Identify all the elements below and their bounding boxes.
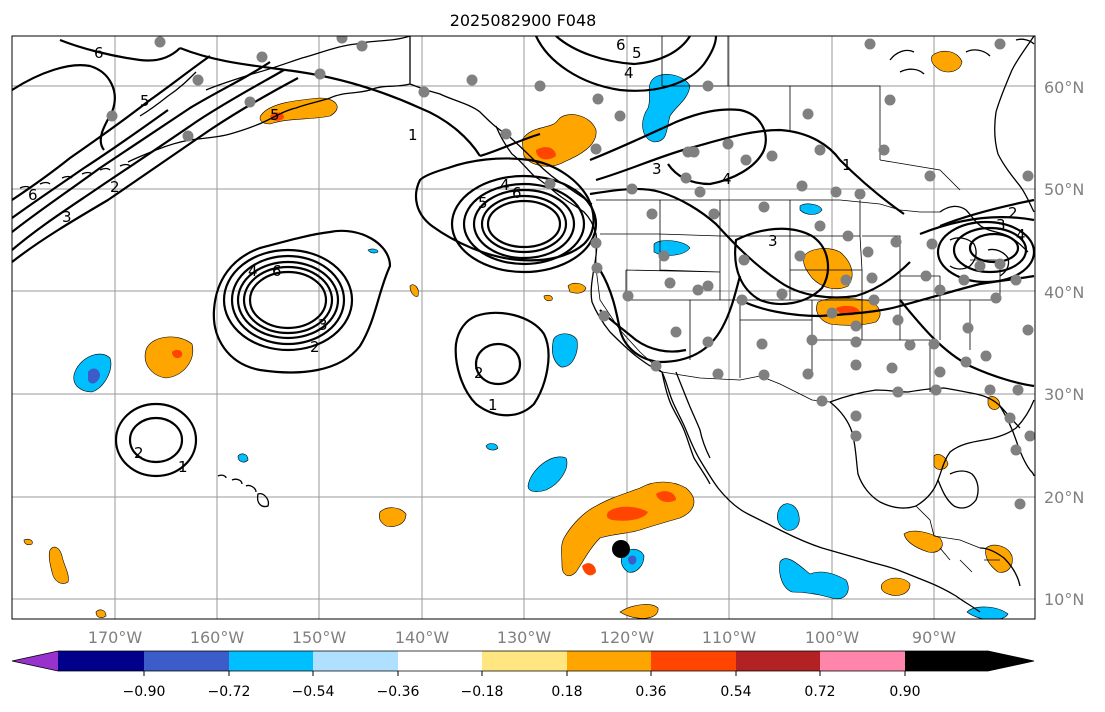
- svg-text:4: 4: [500, 176, 510, 194]
- svg-text:4: 4: [1016, 226, 1026, 244]
- colorbar-tick-label: 0.90: [889, 684, 920, 700]
- svg-text:5: 5: [632, 44, 642, 62]
- station-points: [106, 36, 1035, 510]
- svg-text:10°N: 10°N: [1044, 590, 1084, 609]
- colorbar-segment: [736, 651, 820, 671]
- svg-text:1: 1: [408, 126, 418, 144]
- svg-text:130°W: 130°W: [497, 628, 552, 647]
- colorbar-ticks: [143, 671, 906, 676]
- svg-text:1: 1: [178, 458, 188, 476]
- colorbar-tick-label: 0.72: [804, 684, 835, 700]
- colorbar-segment: [482, 651, 567, 671]
- svg-text:1: 1: [842, 156, 852, 174]
- svg-text:1: 1: [488, 396, 498, 414]
- svg-text:120°W: 120°W: [600, 628, 655, 647]
- map-title: 2025082900 F048: [450, 11, 597, 30]
- colorbar-extend-high: [905, 651, 1034, 671]
- colorbar-tick-label: 0.18: [551, 684, 582, 700]
- svg-text:5: 5: [478, 194, 488, 212]
- svg-text:20°N: 20°N: [1044, 488, 1084, 507]
- svg-text:2: 2: [474, 364, 484, 382]
- svg-text:6: 6: [512, 184, 522, 202]
- svg-text:50°N: 50°N: [1044, 180, 1084, 199]
- contour-labels: 6 5 2 3 6 5 1 5 4 6 4 6 3 2 1 2 2 1 6 5 …: [28, 36, 1026, 476]
- svg-text:90°W: 90°W: [912, 628, 956, 647]
- svg-text:3: 3: [652, 160, 662, 178]
- svg-text:2: 2: [134, 444, 144, 462]
- colorbar-tick-label: −0.72: [208, 684, 251, 700]
- svg-text:4: 4: [248, 262, 258, 280]
- svg-text:30°N: 30°N: [1044, 385, 1084, 404]
- svg-text:6: 6: [272, 262, 282, 280]
- colorbar-tick-label: −0.18: [461, 684, 504, 700]
- svg-text:60°N: 60°N: [1044, 78, 1084, 97]
- svg-text:100°W: 100°W: [805, 628, 860, 647]
- colorbar-tick-label: −0.54: [292, 684, 335, 700]
- colorbar-tick-label: 0.36: [635, 684, 666, 700]
- map-frame: [11, 35, 1036, 620]
- svg-text:150°W: 150°W: [292, 628, 347, 647]
- colorbar-segment: [820, 651, 905, 671]
- svg-text:3: 3: [768, 232, 778, 250]
- latitude-labels: 60°N 50°N 40°N 30°N 20°N 10°N: [1044, 78, 1084, 609]
- svg-text:110°W: 110°W: [702, 628, 757, 647]
- svg-text:2: 2: [1008, 204, 1018, 222]
- svg-text:5: 5: [140, 92, 150, 110]
- svg-text:4: 4: [722, 170, 732, 188]
- svg-text:6: 6: [94, 44, 104, 62]
- svg-text:4: 4: [624, 64, 634, 82]
- colorbar-tick-label: −0.36: [377, 684, 420, 700]
- svg-text:40°N: 40°N: [1044, 283, 1084, 302]
- center-point-marker: [612, 540, 630, 558]
- colorbar-segment: [144, 651, 229, 671]
- colorbar-segment: [313, 651, 398, 671]
- svg-text:2: 2: [310, 338, 320, 356]
- svg-text:6: 6: [28, 186, 38, 204]
- svg-text:5: 5: [270, 106, 280, 124]
- colorbar-segment: [567, 651, 651, 671]
- svg-text:170°W: 170°W: [88, 628, 143, 647]
- svg-text:3: 3: [318, 316, 328, 334]
- colorbar-segment: [229, 651, 313, 671]
- svg-text:3: 3: [996, 216, 1006, 234]
- colorbar-extend-low: [12, 651, 58, 671]
- colorbar-segment: [651, 651, 736, 671]
- colorbar-tick-label: 0.54: [720, 684, 751, 700]
- longitude-labels: 170°W 160°W 150°W 140°W 130°W 120°W 110°…: [88, 628, 956, 647]
- colorbar-segment: [58, 651, 144, 671]
- svg-text:3: 3: [62, 208, 72, 226]
- colorbar: −0.90 −0.72 −0.54 −0.36 −0.18 0.18 0.36 …: [11, 650, 1035, 700]
- svg-text:140°W: 140°W: [395, 628, 450, 647]
- colorbar-tick-label: −0.90: [123, 684, 166, 700]
- svg-text:160°W: 160°W: [190, 628, 245, 647]
- shaded-anomalies: [23, 50, 1013, 619]
- svg-text:6: 6: [616, 36, 626, 54]
- height-contours: [12, 36, 1035, 478]
- colorbar-segment: [398, 651, 482, 671]
- svg-text:2: 2: [110, 178, 120, 196]
